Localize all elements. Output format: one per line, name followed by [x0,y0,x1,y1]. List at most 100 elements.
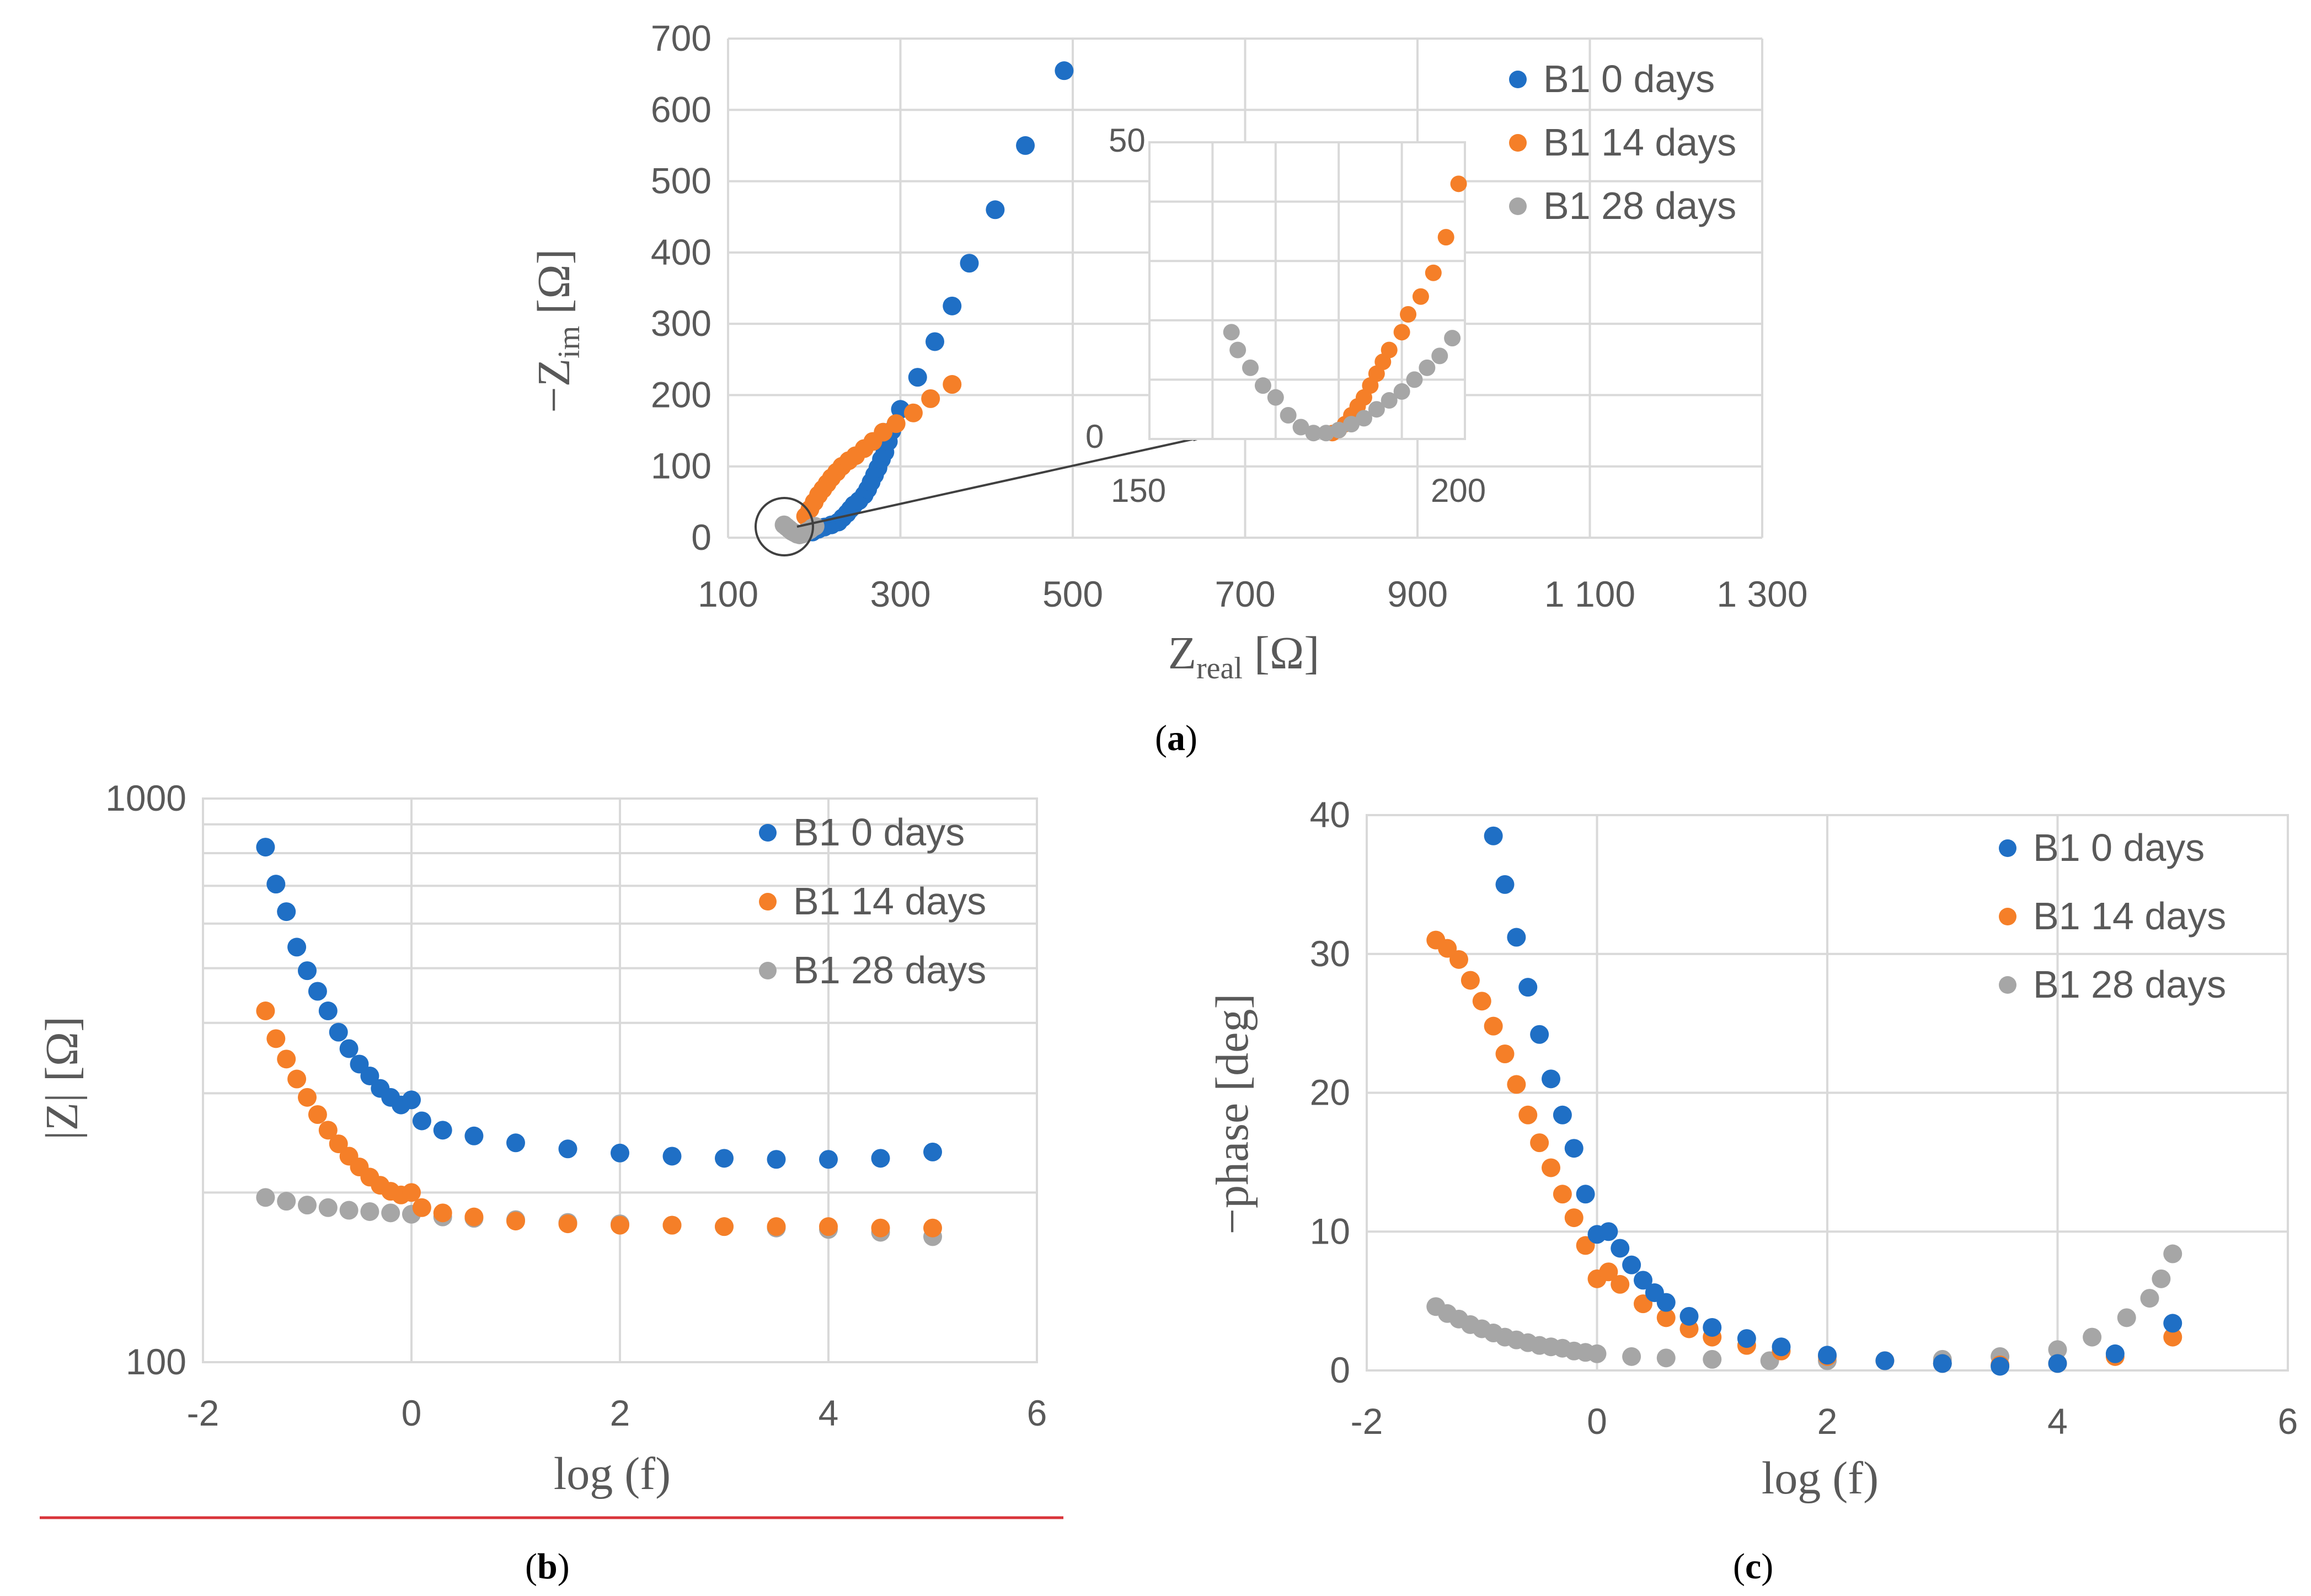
panel-c-point-0-days-2 [1507,928,1526,947]
panel-a-y-axis-label: −Zim [Ω] [528,249,586,413]
panel-c-point-14-days-4 [1472,992,1491,1011]
panel-c-y-axis-label: −phase [deg] [1207,994,1258,1235]
panel-c-point-14-days-29 [2163,1327,2182,1347]
panel-b-point-14-days-6 [318,1121,338,1140]
inset-point-14-days-15 [1450,175,1467,192]
panel-b-point-0-days-18 [506,1133,525,1153]
legend-c-label-1: B1 14 days [2033,895,2226,938]
panel-c-label: (c) [1733,1546,1773,1587]
inset-point-28-days-2 [1242,359,1259,376]
panel-b-point-28-days-3 [318,1198,338,1217]
panel-a-label: (a) [1155,718,1197,758]
panel-b-point-0-days-14 [402,1090,421,1110]
panel-a-point-0-days-23 [960,254,979,273]
panel-b-point-14-days-16 [433,1203,452,1223]
panel-b-point-0-days-24 [819,1150,838,1169]
panel-b-point-14-days-15 [412,1198,431,1217]
panel-c-point-0-days-6 [1553,1105,1572,1124]
panel-c-point-28-days-27 [2152,1269,2171,1288]
panel-a-point-28-days-12 [805,517,825,536]
inset-point-28-days-7 [1305,425,1322,442]
panel-b-x-tick-label-1: 0 [402,1393,422,1433]
panel-b-point-14-days-20 [611,1215,629,1235]
panel-b-point-0-days-22 [715,1149,734,1168]
panel-c-y-tick-label-2: 20 [1310,1072,1350,1113]
panel-b-x-tick-label-0: -2 [187,1393,220,1433]
panel-c-point-28-days-16 [1656,1348,1676,1368]
panel-b-point-0-days-16 [433,1121,452,1140]
inset-point-28-days-13 [1381,392,1398,409]
panel-c-plot-frame [1366,814,2289,1372]
panel-b-point-14-days-18 [506,1212,525,1231]
panel-a-y-tick-label-0: 0 [691,517,712,558]
panel-c-point-0-days-25 [2105,1344,2125,1363]
zoom-region-circle [755,497,814,556]
panel-a-x-tick-label-1: 300 [870,574,930,614]
panel-b-label: (b) [525,1546,570,1587]
panel-c-point-0-days-3 [1518,978,1538,997]
inset-point-28-days-5 [1280,406,1297,424]
legend-a-label-0: B1 0 days [1543,57,1715,100]
legend-b: B1 0 days B1 14 days B1 28 days [759,811,986,992]
legend-c-marker-2 [1999,976,2016,994]
panel-c-point-0-days-11 [1611,1239,1630,1258]
panel-c-point-14-days-2 [1449,950,1468,969]
panel-c-point-28-days-24 [2083,1327,2102,1347]
inset-point-14-days-9 [1381,341,1398,358]
panel-a-point-14-days-15 [903,403,923,422]
panel-a-y-tick-label-2: 200 [651,374,712,415]
panel-c-point-0-days-4 [1530,1025,1549,1044]
panel-c-point-28-days-26 [2140,1289,2159,1308]
inset-point-28-days-12 [1368,401,1385,418]
panel-c-point-0-days-13 [1634,1271,1652,1290]
panel-b-point-0-days-7 [329,1022,348,1042]
panel-b-point-0-days-8 [339,1039,359,1058]
panel-b-point-14-days-22 [715,1217,734,1236]
panel-a-x-axis-label: Zreal [Ω] [1168,628,1320,685]
panel-c-point-0-days-23 [1991,1357,2010,1376]
inset-point-28-days-15 [1406,371,1423,388]
panel-c-point-0-days-20 [1818,1346,1837,1365]
legend-c-label-0: B1 0 days [2033,826,2205,869]
inset-point-28-days-18 [1444,330,1461,347]
inset-point-28-days-17 [1431,347,1448,365]
panel-c-y-tick-label-4: 40 [1310,794,1350,835]
panel-b-point-14-days-25 [871,1218,890,1238]
legend-a: B1 0 days B1 14 days B1 28 days [1509,57,1736,227]
panel-b-point-14-days-3 [287,1069,307,1089]
panel-a-y-tick-label-7: 700 [651,18,712,58]
legend-a-marker-0 [1509,71,1527,88]
panel-c-x-tick-label-1: 0 [1587,1401,1607,1442]
panel-c-point-0-days-26 [2163,1314,2182,1333]
panel-b-point-28-days-6 [381,1203,400,1223]
panel-b-point-14-days-19 [558,1214,577,1234]
legend-b-marker-2 [759,962,777,979]
inset-point-14-days-10 [1393,324,1410,341]
panel-b-point-0-days-23 [767,1150,786,1169]
inset-y-max-label: 50 [1109,122,1146,159]
panel-c-point-0-days-16 [1679,1306,1699,1326]
panel-a-y-tick-label-3: 300 [651,303,712,344]
panel-a-point-14-days-14 [886,414,906,433]
panel-b-y-axis-label: |Z| [Ω] [36,1016,88,1140]
panel-c-point-0-days-15 [1656,1293,1676,1312]
inset-point-14-days-12 [1412,288,1429,305]
panel-c-point-0-days-18 [1737,1329,1756,1348]
panel-b-point-0-days-25 [871,1149,890,1168]
panel-c-point-28-days-25 [2117,1308,2136,1327]
panel-c-point-14-days-8 [1518,1105,1538,1124]
inset-point-28-days-6 [1292,419,1309,436]
panel-c-point-14-days-18 [1656,1308,1676,1327]
inset-x-min-label: 150 [1111,472,1166,509]
panel-b-point-0-days-0 [256,838,275,857]
panel-b-point-28-days-4 [339,1201,359,1220]
legend-c-marker-1 [1999,908,2016,925]
inset-point-14-days-13 [1425,264,1442,281]
inset-point-28-days-8 [1318,425,1335,442]
legend-a-label-2: B1 28 days [1543,184,1736,227]
panel-c-x-tick-label-2: 2 [1817,1401,1838,1442]
panel-a-x-tick-label-2: 500 [1042,574,1103,614]
panel-c-point-14-days-12 [1564,1208,1584,1228]
panel-c-point-28-days-28 [2163,1244,2182,1263]
panel-c-point-0-days-22 [1933,1354,1952,1373]
